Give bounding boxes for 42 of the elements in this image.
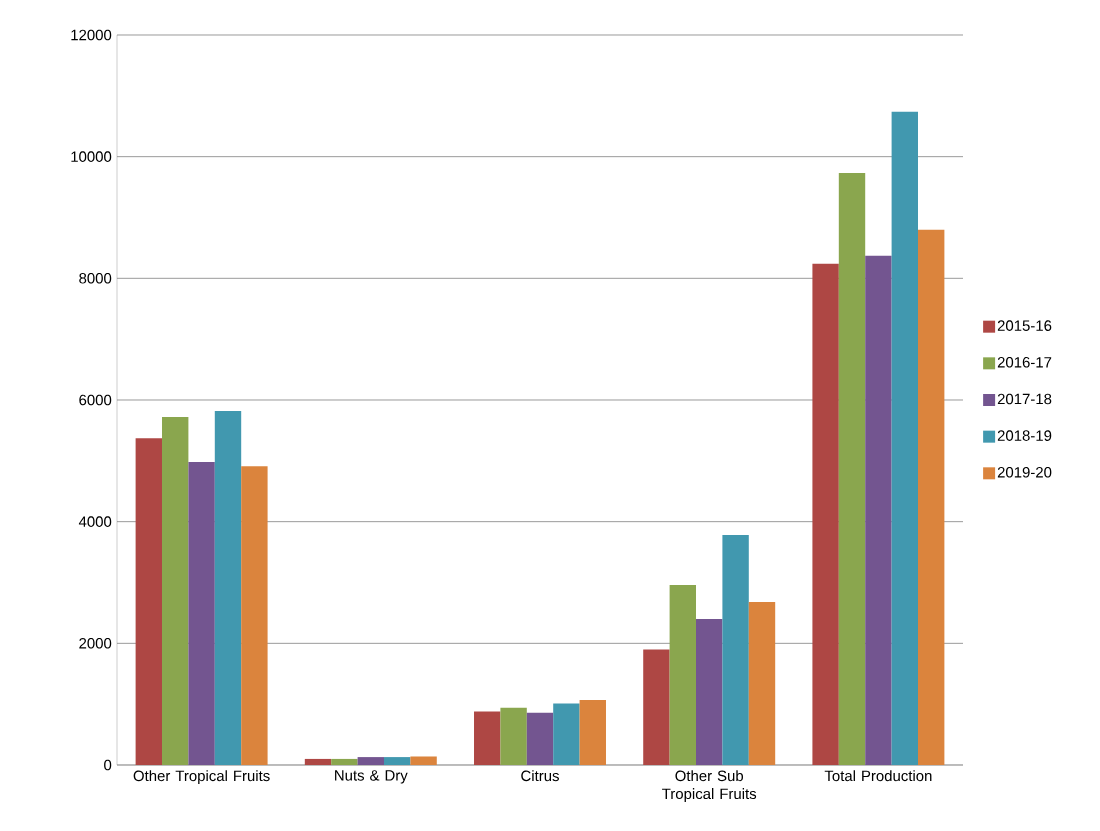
bar: [891, 111, 918, 765]
bar: [188, 462, 215, 765]
legend-label: 2018-19: [997, 430, 1052, 441]
legend-label: 2015-16: [997, 320, 1052, 331]
bar: [241, 466, 268, 765]
legend-label: 2017-18: [997, 393, 1052, 405]
bar: [526, 712, 554, 765]
bar: [304, 758, 332, 765]
x-tick-label: Other Sub Tropical Fruits: [662, 770, 757, 803]
bar: [579, 699, 606, 765]
bar: [643, 649, 670, 765]
bar: [500, 707, 527, 765]
bar: [474, 711, 501, 765]
bar: [812, 263, 839, 765]
legend-label: 2016-17: [997, 357, 1052, 368]
x-tick-label: Total Production: [824, 770, 932, 782]
y-tick-label: 2000: [79, 638, 112, 649]
bar: [331, 758, 358, 765]
y-tick-label: 10000: [71, 151, 112, 162]
bar: [135, 438, 163, 765]
bar: [214, 410, 242, 765]
bar: [918, 229, 945, 765]
legend-label: 2019-20: [997, 466, 1052, 478]
y-tick-label: 8000: [79, 273, 112, 284]
bar: [357, 757, 384, 765]
y-tick-label: 4000: [78, 516, 112, 527]
bar: [722, 535, 749, 765]
bar: [865, 255, 892, 765]
x-tick-label: Nuts & Dry: [335, 770, 408, 784]
bar: [669, 584, 696, 765]
bar: [748, 601, 776, 765]
y-tick-label: 0: [104, 759, 112, 771]
x-tick-label: Citrus: [521, 770, 559, 782]
bar: [553, 703, 580, 765]
y-tick-label: 12000: [71, 29, 112, 41]
y-tick-label: 6000: [79, 394, 112, 406]
bar: [410, 756, 437, 765]
bar: [838, 173, 866, 765]
x-tick-label: Other Tropical Fruits: [133, 770, 270, 785]
bar: [696, 619, 723, 765]
bar: [384, 757, 411, 765]
bar: [162, 417, 189, 765]
